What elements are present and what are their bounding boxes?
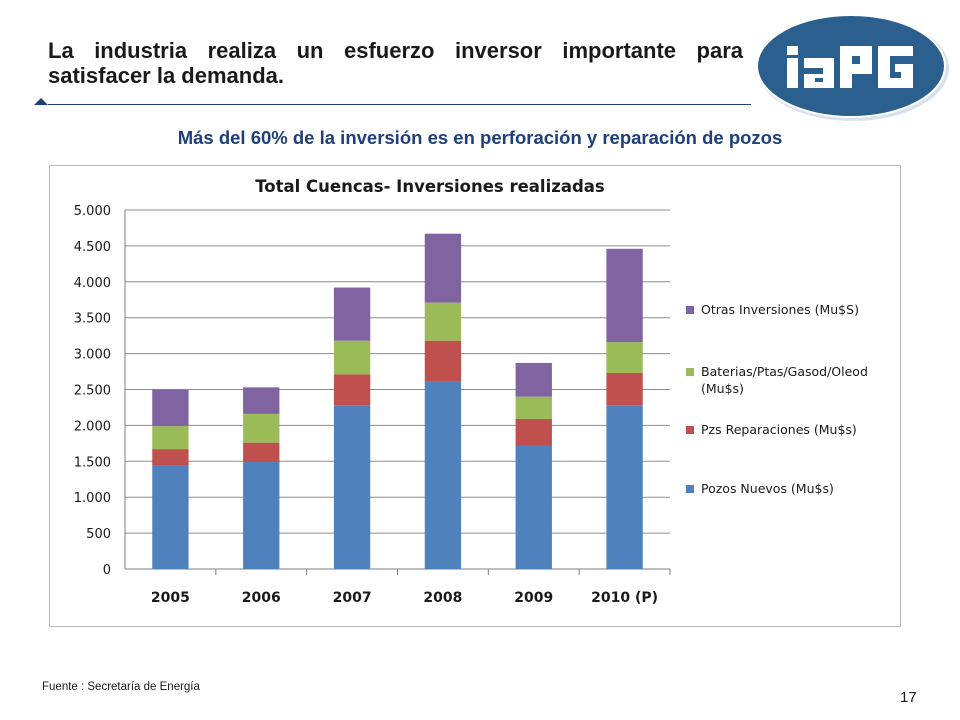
bar-segment [424,302,462,341]
bar-segment [152,389,189,427]
bar-segment [515,418,552,446]
legend-label: Baterias/Ptas/Gasod/Oleod (Mu$s) [701,364,868,396]
legend-swatch [686,306,694,314]
legend-label: Pozos Nuevos (Mu$s) [701,481,834,496]
bar-segment [606,342,643,373]
slide-subtitle: Más del 60% de la inversión es en perfor… [177,127,783,148]
bar-segment [515,362,552,397]
y-tick-label: 2.000 [74,419,111,434]
y-tick-label: 3.500 [74,312,111,327]
bar-segment [333,374,371,406]
bar-segment [606,248,643,343]
bar-segment [424,233,462,303]
bar-segment [333,340,371,375]
bar-segment [243,387,280,414]
x-tick-label: 2009 [514,590,553,606]
bar-segment [606,405,643,569]
legend-swatch [686,368,694,376]
y-tick-label: 3.000 [74,348,111,363]
bar-segment [606,372,643,406]
chart-title: Total Cuencas- Inversiones realizadas [255,177,605,196]
bar-segment [152,449,189,466]
x-tick-label: 2010 (P) [591,590,658,606]
y-tick-label: 0 [103,563,111,578]
bar-segment [515,396,552,419]
bar-segment [243,462,280,569]
bar-segment [424,340,462,382]
x-tick-label: 2008 [423,590,462,606]
iapg-logo [756,14,949,121]
bar-segment [333,287,371,341]
page-number: 17 [900,689,917,706]
bar-segment [333,405,371,569]
y-tick-label: 500 [86,527,111,542]
triangle-marker-icon [34,98,48,105]
y-tick-label: 4.000 [74,276,111,291]
x-tick-label: 2006 [242,590,281,606]
legend-swatch [686,426,694,434]
x-tick-label: 2005 [151,590,190,606]
bar-segment [243,413,280,443]
x-tick-label: 2007 [333,590,372,606]
bar-segment [152,465,189,569]
bar-segment [424,381,462,569]
bar-segment [243,442,280,463]
y-tick-label: 1.500 [74,455,111,470]
chart-frame: Total Cuencas- Inversiones realizadas 0 50… [49,165,901,627]
source-note: Fuente : Secretaría de Energía [42,681,200,693]
bar-segment [515,445,552,569]
title-divider [48,104,751,105]
y-tick-label: 4.500 [74,240,111,255]
slide-title: La industria realiza un esfuerzo inverso… [48,38,743,88]
y-tick-label: 1.000 [74,491,111,506]
legend-label: Otras Inversiones (Mu$S) [701,302,859,317]
bar-segment [152,426,189,450]
legend-label: Pzs Reparaciones (Mu$s) [701,422,857,437]
y-tick-label: 5.000 [74,204,111,219]
legend-swatch [686,485,694,493]
y-tick-label: 2.500 [74,384,111,399]
stacked-bar-chart: Total Cuencas- Inversiones realizadas 0 50… [74,177,868,606]
